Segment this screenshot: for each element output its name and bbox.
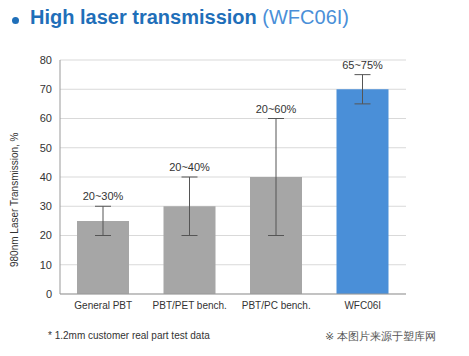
svg-text:40: 40 [40, 171, 52, 183]
svg-text:70: 70 [40, 83, 52, 95]
svg-text:980nm Laser Transmission, %: 980nm Laser Transmission, % [9, 132, 20, 267]
svg-text:PBT/PC bench.: PBT/PC bench. [242, 300, 311, 311]
html-text:High laser transmission (WFC06: High laser transmission (WFC06I) [30, 6, 349, 28]
svg-text:30: 30 [40, 200, 52, 212]
html-text:※ 本图片来源于塑库网: ※ 本图片来源于塑库网 [325, 330, 437, 342]
svg-text:50: 50 [40, 142, 52, 154]
svg-text:65~75%: 65~75% [342, 59, 383, 71]
svg-text:0: 0 [46, 288, 52, 300]
svg-text:20~60%: 20~60% [256, 103, 297, 115]
html-text:* 1.2mm customer real part tes: * 1.2mm customer real part test data [48, 330, 210, 341]
svg-text:General PBT: General PBT [74, 300, 132, 311]
svg-text:10: 10 [40, 259, 52, 271]
svg-text:80: 80 [40, 54, 52, 66]
svg-text:20~30%: 20~30% [83, 190, 124, 202]
svg-text:PBT/PET bench.: PBT/PET bench. [153, 300, 227, 311]
svg-text:20: 20 [40, 229, 52, 241]
svg-text:60: 60 [40, 112, 52, 124]
svg-text:WFC06I: WFC06I [344, 300, 381, 311]
svg-text:20~40%: 20~40% [169, 161, 210, 173]
